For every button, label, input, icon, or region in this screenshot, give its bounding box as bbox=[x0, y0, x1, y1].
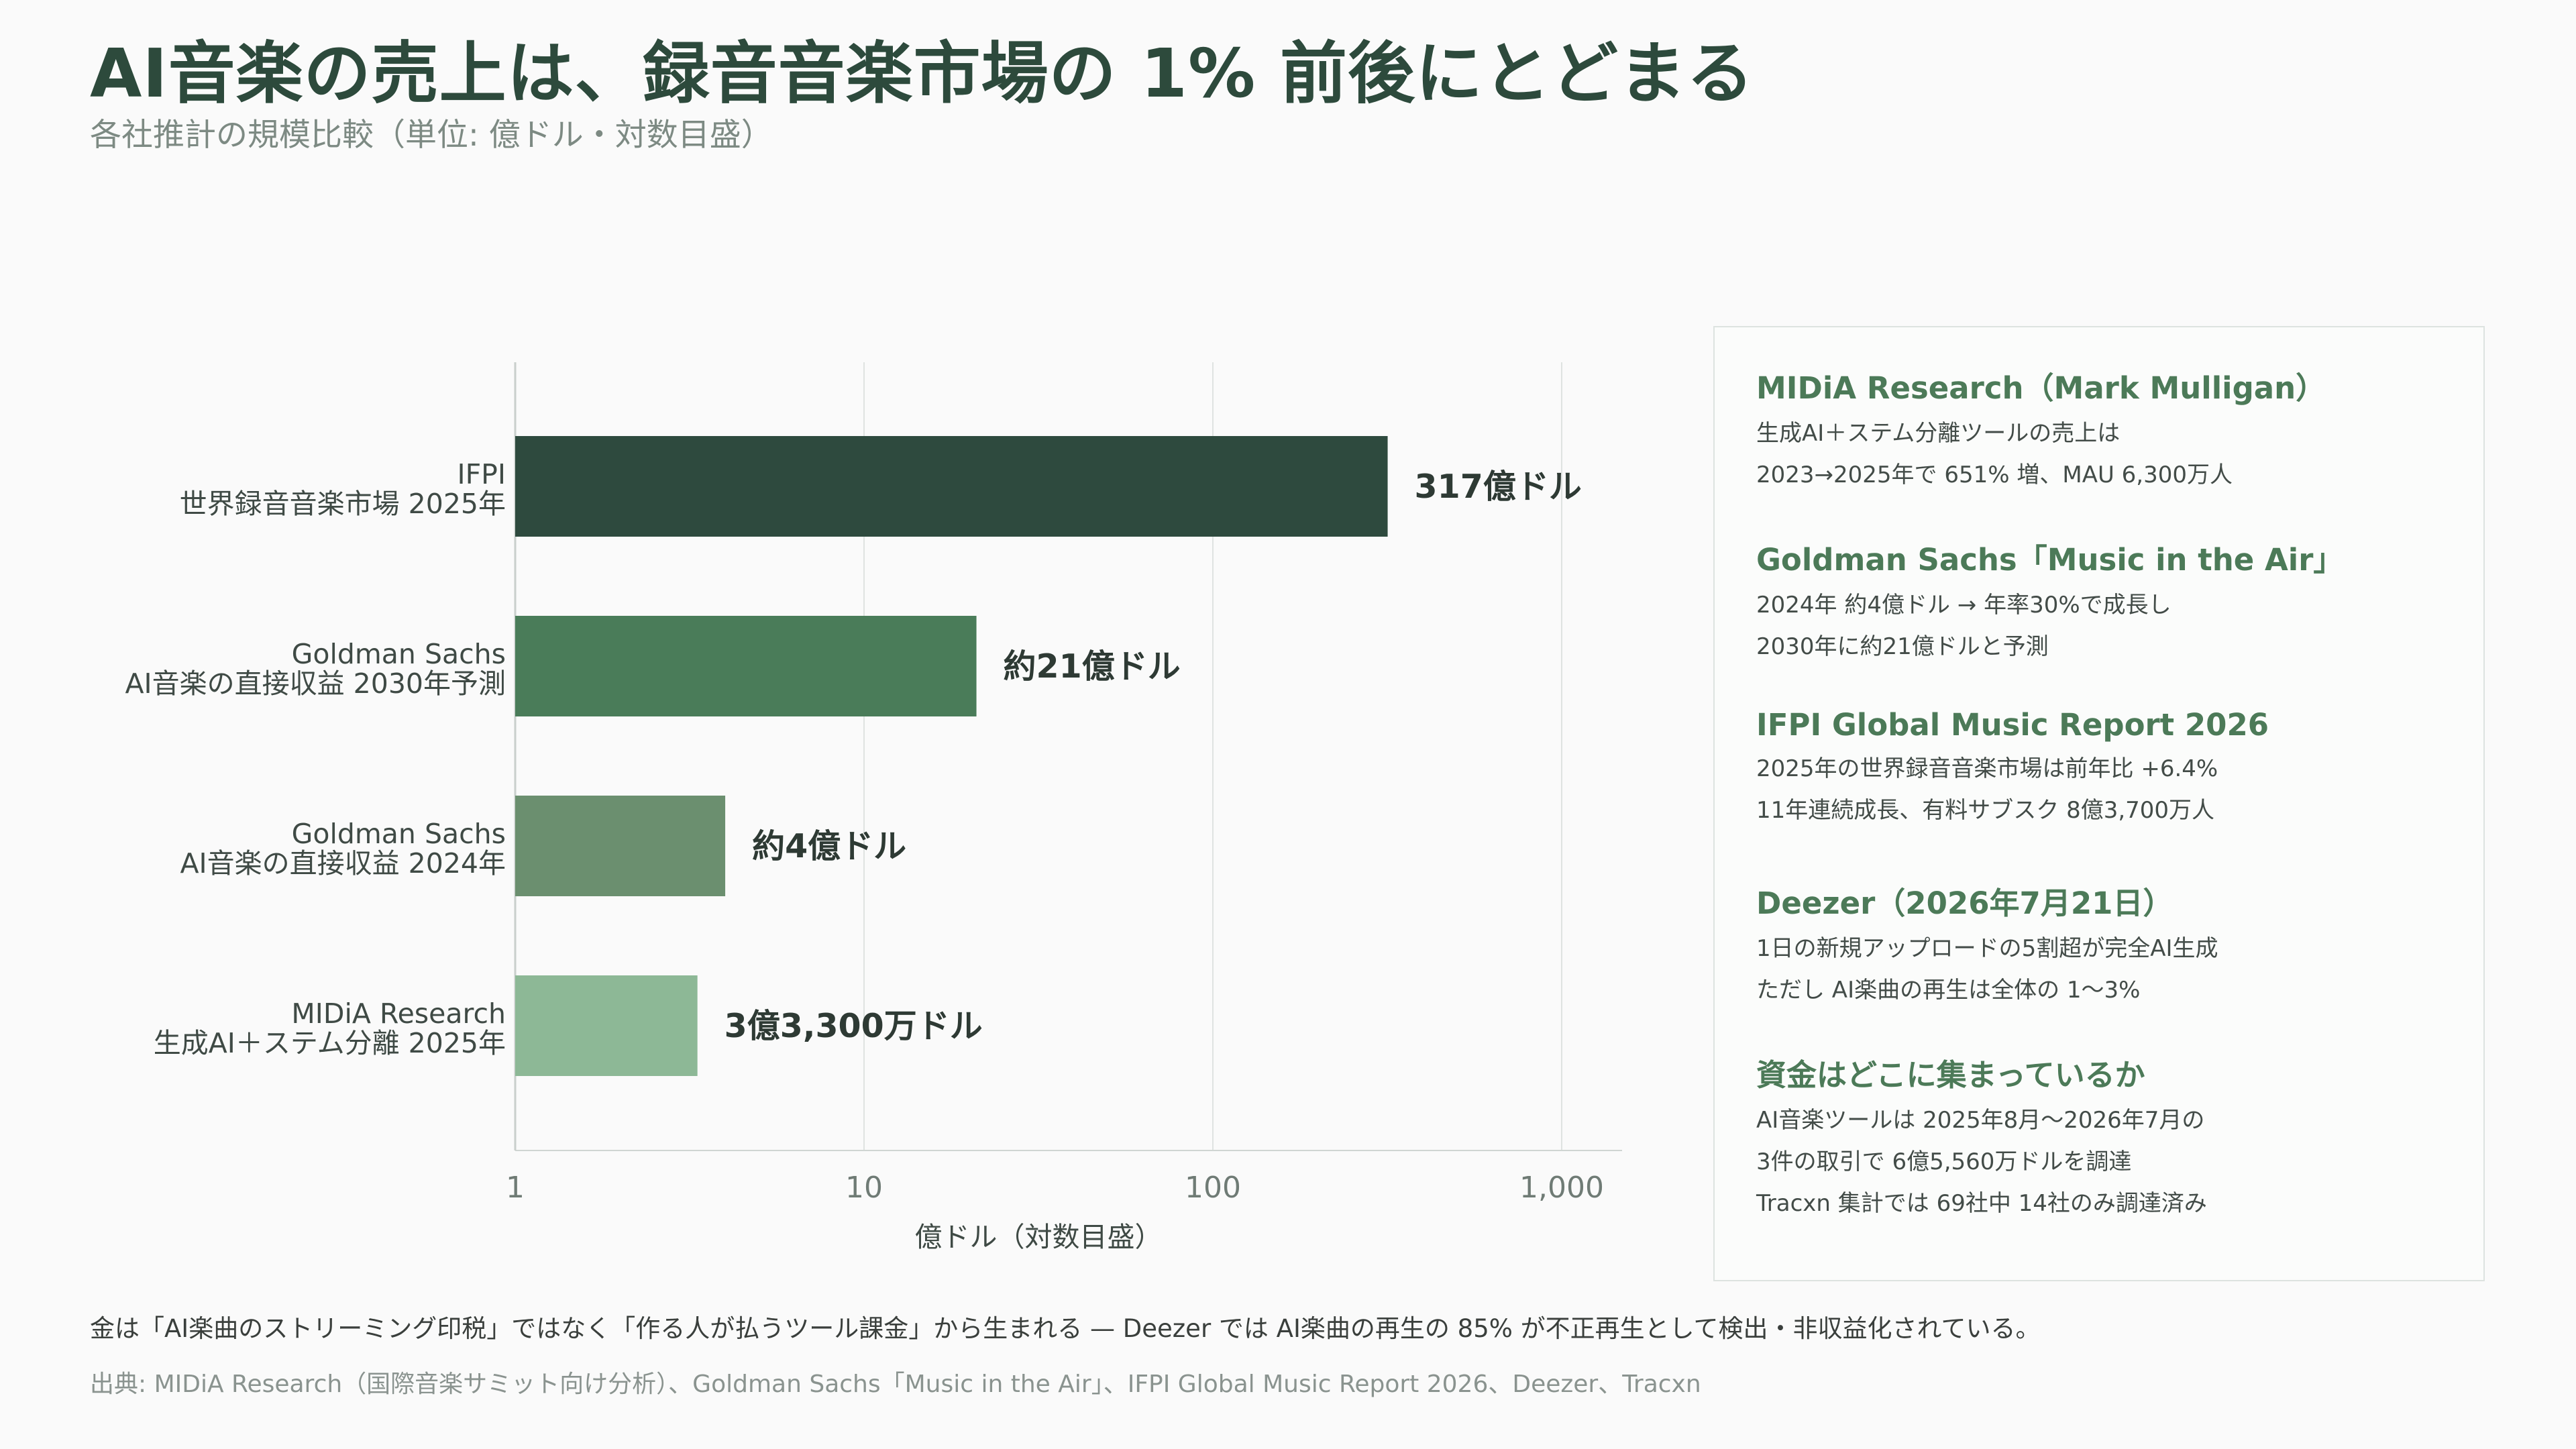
note-line: 2025年の世界録音音楽市場は前年比 +6.4% bbox=[1756, 755, 2218, 782]
category-sublabel: AI音楽の直接収益 2030年予測 bbox=[125, 667, 506, 700]
x-tick-label: 100 bbox=[1185, 1171, 1241, 1205]
note-deezer: Deezer（2026年7月21日） 1日の新規アップロードの5割超が完全AI生… bbox=[1756, 879, 2467, 1011]
note-line: 2023→2025年で 651% 増、MAU 6,300万人 bbox=[1756, 462, 2233, 488]
category-label: MIDiA Research bbox=[291, 998, 506, 1030]
category-sublabel: 生成AI＋ステム分離 2025年 bbox=[154, 1027, 506, 1059]
bar-value-label: 3億3,300万ドル bbox=[724, 1007, 983, 1045]
footer-takeaway: 金は「AI楽曲のストリーミング印税」ではなく「作る人が払うツール課金」から生まれ… bbox=[90, 1314, 2041, 1343]
bar-value-label: 317億ドル bbox=[1415, 468, 1582, 506]
bar bbox=[515, 436, 1388, 537]
note-line: 3件の取引で 6億5,560万ドルを調達 bbox=[1756, 1148, 2132, 1175]
note-funding: 資金はどこに集まっているか AI音楽ツールは 2025年8月〜2026年7月の … bbox=[1756, 1051, 2467, 1224]
note-goldman: Goldman Sachs「Music in the Air」 2024年 約4… bbox=[1756, 535, 2467, 667]
bar-value-label: 約21億ドル bbox=[1004, 647, 1181, 686]
note-line: 2024年 約4億ドル → 年率30%で成長し bbox=[1756, 592, 2171, 619]
note-line: AI音楽ツールは 2025年8月〜2026年7月の bbox=[1756, 1107, 2205, 1134]
category-label: Goldman Sachs bbox=[292, 818, 506, 850]
note-heading: MIDiA Research（Mark Mulligan） bbox=[1756, 370, 2326, 406]
note-midia: MIDiA Research（Mark Mulligan） 生成AI＋ステム分離… bbox=[1756, 364, 2467, 496]
source-note: 出典: MIDiA Research（国際音楽サミット向け分析）、Goldman… bbox=[90, 1371, 1701, 1398]
notes-panel: MIDiA Research（Mark Mulligan） 生成AI＋ステム分離… bbox=[1713, 326, 2485, 1281]
category-sublabel: AI音楽の直接収益 2024年 bbox=[180, 847, 506, 879]
bar bbox=[515, 616, 977, 716]
note-line: ただし AI楽曲の再生は全体の 1〜3% bbox=[1756, 977, 2141, 1004]
category-label: IFPI bbox=[458, 458, 506, 490]
x-tick-label: 1 bbox=[506, 1171, 525, 1205]
x-tick-label: 1,000 bbox=[1519, 1171, 1604, 1205]
note-heading: IFPI Global Music Report 2026 bbox=[1756, 707, 2269, 743]
note-line: 2030年に約21億ドルと予測 bbox=[1756, 633, 2049, 660]
x-tick-label: 10 bbox=[845, 1171, 883, 1205]
category-label: Goldman Sachs bbox=[292, 638, 506, 670]
bar-value-label: 約4億ドル bbox=[752, 827, 906, 865]
note-heading: Goldman Sachs「Music in the Air」 bbox=[1756, 542, 2344, 578]
note-ifpi: IFPI Global Music Report 2026 2025年の世界録音… bbox=[1756, 707, 2467, 831]
note-line: 生成AI＋ステム分離ツールの売上は bbox=[1756, 420, 2121, 447]
x-axis-title: 億ドル（対数目盛） bbox=[915, 1221, 1163, 1253]
note-heading: 資金はどこに集まっているか bbox=[1756, 1057, 2145, 1093]
note-line: 11年連続成長、有料サブスク 8億3,700万人 bbox=[1756, 797, 2215, 824]
bar bbox=[515, 975, 698, 1076]
note-heading: Deezer（2026年7月21日） bbox=[1756, 885, 2174, 921]
page-subtitle: 各社推計の規模比較（単位: 億ドル・対数目盛） bbox=[90, 117, 773, 154]
category-sublabel: 世界録音音楽市場 2025年 bbox=[180, 488, 506, 520]
note-line: 1日の新規アップロードの5割超が完全AI生成 bbox=[1756, 935, 2218, 962]
page-title: AI音楽の売上は、録音音楽市場の 1% 前後にとどまる bbox=[90, 34, 1755, 113]
bar bbox=[515, 796, 726, 896]
note-line: Tracxn 集計では 69社中 14社のみ調達済み bbox=[1756, 1190, 2207, 1217]
